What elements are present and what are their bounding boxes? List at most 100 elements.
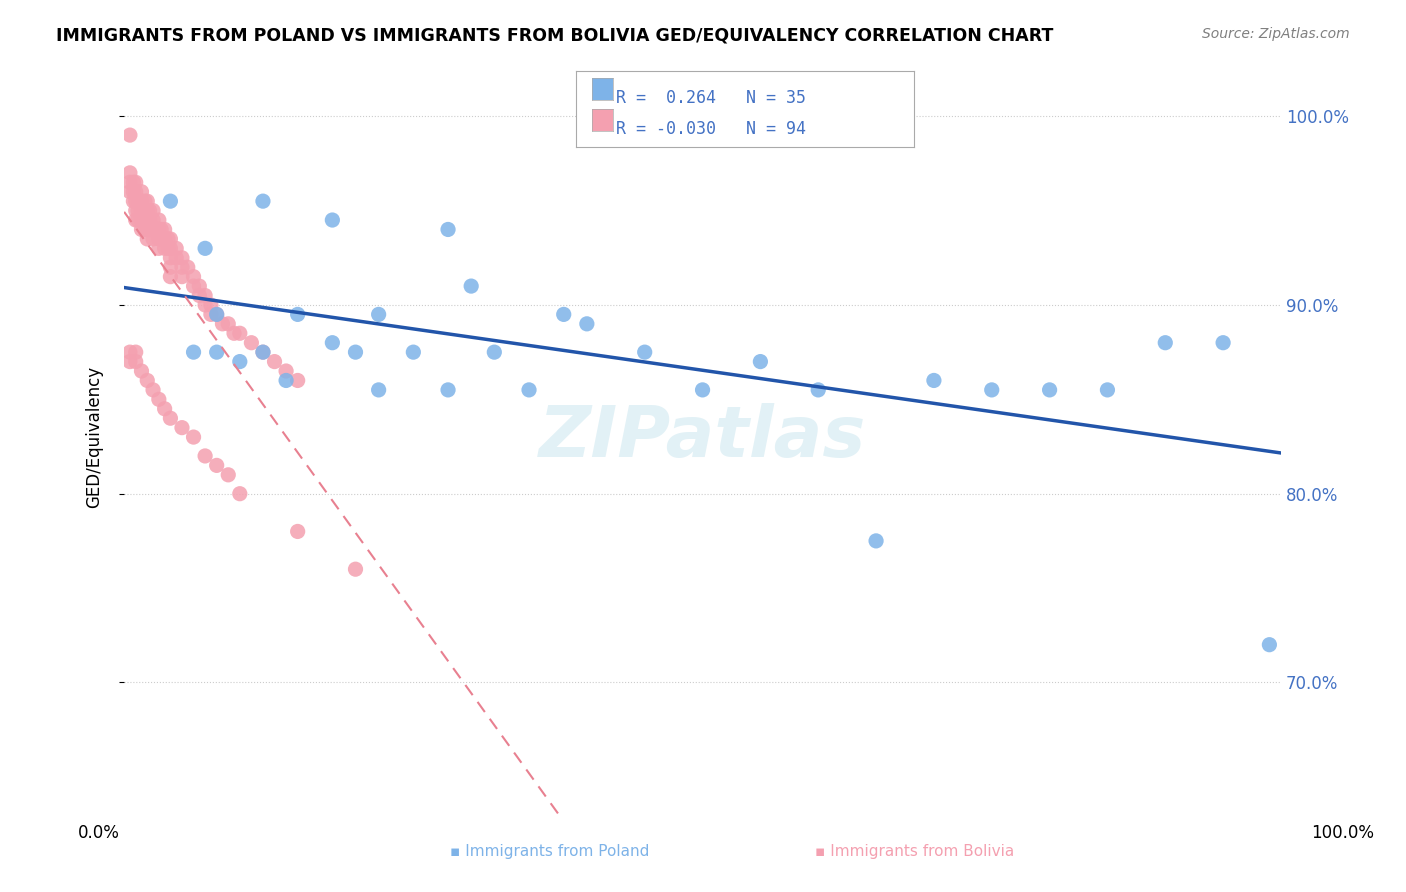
- Point: [183, 345, 205, 359]
- Point: [159, 251, 181, 265]
- Point: [170, 269, 193, 284]
- Point: [183, 430, 205, 444]
- Text: ▪ Immigrants from Bolivia: ▪ Immigrants from Bolivia: [815, 845, 1015, 859]
- Point: [367, 307, 389, 321]
- Point: [634, 345, 657, 359]
- Point: [402, 345, 425, 359]
- Point: [287, 307, 309, 321]
- Point: [157, 232, 180, 246]
- Point: [118, 185, 141, 199]
- Point: [692, 383, 714, 397]
- Point: [217, 317, 239, 331]
- Point: [131, 203, 153, 218]
- Point: [252, 345, 274, 359]
- Point: [159, 411, 181, 425]
- Point: [136, 194, 159, 209]
- Point: [165, 251, 187, 265]
- Point: [134, 213, 156, 227]
- Point: [125, 354, 148, 368]
- Point: [344, 345, 367, 359]
- Point: [252, 345, 274, 359]
- Point: [150, 222, 173, 236]
- Point: [136, 374, 159, 388]
- Point: [136, 222, 159, 236]
- Point: [229, 486, 252, 500]
- Point: [1097, 383, 1119, 397]
- Point: [177, 260, 200, 275]
- Point: [125, 175, 148, 189]
- Point: [1154, 335, 1177, 350]
- Point: [205, 307, 228, 321]
- Point: [553, 307, 575, 321]
- Point: [217, 467, 239, 482]
- Point: [142, 203, 165, 218]
- Point: [138, 203, 160, 218]
- Point: [274, 374, 297, 388]
- Point: [134, 222, 156, 236]
- Point: [153, 401, 176, 416]
- Point: [274, 364, 297, 378]
- Point: [125, 194, 148, 209]
- Text: 0.0%: 0.0%: [77, 824, 120, 842]
- Point: [183, 279, 205, 293]
- Point: [194, 241, 217, 255]
- Point: [136, 203, 159, 218]
- Point: [134, 194, 156, 209]
- Point: [1212, 335, 1234, 350]
- Point: [575, 317, 598, 331]
- Point: [142, 232, 165, 246]
- Y-axis label: GED/Equivalency: GED/Equivalency: [86, 366, 103, 508]
- Point: [205, 345, 228, 359]
- Point: [136, 213, 159, 227]
- Point: [127, 213, 149, 227]
- Point: [321, 335, 343, 350]
- Point: [131, 364, 153, 378]
- Point: [252, 194, 274, 209]
- Point: [287, 374, 309, 388]
- Point: [122, 175, 145, 189]
- Point: [205, 307, 228, 321]
- Point: [122, 185, 145, 199]
- Point: [484, 345, 506, 359]
- Point: [118, 128, 141, 142]
- Point: [170, 251, 193, 265]
- Point: [170, 420, 193, 434]
- Point: [1258, 638, 1281, 652]
- Point: [205, 458, 228, 473]
- Point: [131, 185, 153, 199]
- Point: [142, 222, 165, 236]
- Point: [138, 213, 160, 227]
- Point: [1039, 383, 1062, 397]
- Point: [148, 241, 170, 255]
- Point: [159, 269, 181, 284]
- Point: [134, 203, 156, 218]
- Point: [125, 185, 148, 199]
- Text: ZIPatlas: ZIPatlas: [538, 402, 866, 472]
- Point: [159, 260, 181, 275]
- Point: [159, 194, 181, 209]
- Point: [127, 194, 149, 209]
- Point: [222, 326, 245, 341]
- Point: [437, 222, 460, 236]
- Point: [183, 269, 205, 284]
- Point: [200, 307, 222, 321]
- Point: [865, 533, 887, 548]
- Point: [131, 194, 153, 209]
- Point: [188, 288, 211, 302]
- Text: R = -0.030   N = 94: R = -0.030 N = 94: [616, 120, 806, 138]
- Point: [142, 383, 165, 397]
- Point: [148, 392, 170, 407]
- Point: [136, 232, 159, 246]
- Point: [131, 222, 153, 236]
- Point: [127, 203, 149, 218]
- Point: [150, 232, 173, 246]
- Point: [211, 317, 233, 331]
- Point: [749, 354, 772, 368]
- Point: [460, 279, 482, 293]
- Point: [807, 383, 830, 397]
- Point: [517, 383, 540, 397]
- Point: [153, 232, 176, 246]
- Point: [125, 213, 148, 227]
- Point: [125, 203, 148, 218]
- Point: [142, 213, 165, 227]
